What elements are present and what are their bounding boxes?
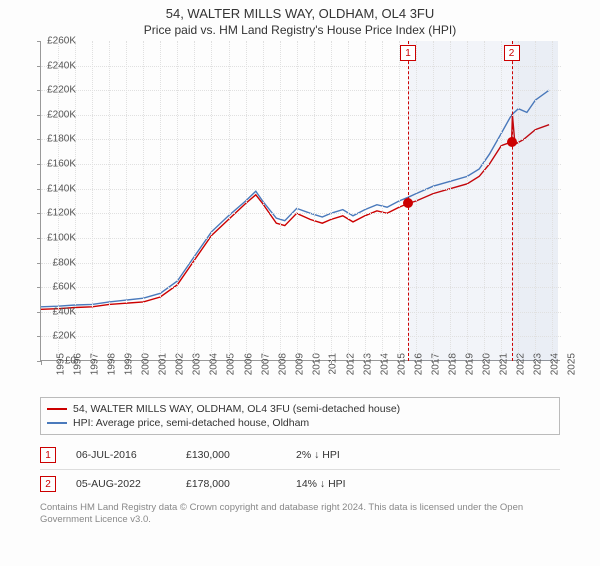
x-axis-label: 2019 bbox=[464, 353, 475, 375]
event-price: £178,000 bbox=[186, 478, 276, 490]
plot-area: 1995199619971998199920002001200220032004… bbox=[40, 41, 560, 361]
x-axis-label: 2012 bbox=[345, 353, 356, 375]
legend-item-property: 54, WALTER MILLS WAY, OLDHAM, OL4 3FU (s… bbox=[47, 402, 553, 416]
x-axis-label: 2020 bbox=[481, 353, 492, 375]
x-axis-label: 2008 bbox=[277, 353, 288, 375]
chart: 1995199619971998199920002001200220032004… bbox=[40, 41, 600, 391]
event-row-badge: 2 bbox=[40, 476, 56, 492]
x-axis-label: 2010 bbox=[311, 353, 322, 375]
legend-swatch bbox=[47, 422, 67, 424]
x-axis-label: 2006 bbox=[243, 353, 254, 375]
y-axis-label: £160K bbox=[36, 159, 76, 170]
event-badge-2: 2 bbox=[504, 45, 520, 61]
legend-label: HPI: Average price, semi-detached house,… bbox=[73, 417, 309, 429]
event-row-2: 2 05-AUG-2022 £178,000 14% ↓ HPI bbox=[40, 470, 560, 498]
y-axis-label: £260K bbox=[36, 36, 76, 47]
y-axis-label: £100K bbox=[36, 232, 76, 243]
event-badge-1: 1 bbox=[400, 45, 416, 61]
event-dot-1 bbox=[403, 198, 413, 208]
y-axis-label: £20K bbox=[36, 331, 76, 342]
event-price: £130,000 bbox=[186, 449, 276, 461]
x-axis-label: 2022 bbox=[516, 353, 527, 375]
x-axis-label: 2016 bbox=[413, 353, 424, 375]
x-axis-label: 2009 bbox=[294, 353, 305, 375]
y-axis-label: £0 bbox=[36, 356, 76, 367]
x-axis-label: 2021 bbox=[499, 353, 510, 375]
x-axis-label: 2024 bbox=[550, 353, 561, 375]
disclaimer: Contains HM Land Registry data © Crown c… bbox=[40, 502, 560, 526]
y-axis-label: £40K bbox=[36, 306, 76, 317]
x-axis-label: 2011 bbox=[327, 353, 338, 375]
x-axis-label: 1997 bbox=[89, 353, 100, 375]
legend-item-hpi: HPI: Average price, semi-detached house,… bbox=[47, 416, 553, 430]
y-axis-label: £120K bbox=[36, 208, 76, 219]
event-row-1: 1 06-JUL-2016 £130,000 2% ↓ HPI bbox=[40, 441, 560, 470]
event-date: 05-AUG-2022 bbox=[76, 478, 166, 490]
y-axis-label: £240K bbox=[36, 60, 76, 71]
x-axis-label: 2005 bbox=[226, 353, 237, 375]
legend: 54, WALTER MILLS WAY, OLDHAM, OL4 3FU (s… bbox=[40, 397, 560, 435]
x-axis-label: 2017 bbox=[430, 353, 441, 375]
x-axis-label: 2018 bbox=[447, 353, 458, 375]
legend-label: 54, WALTER MILLS WAY, OLDHAM, OL4 3FU (s… bbox=[73, 403, 400, 415]
x-axis-label: 2014 bbox=[379, 353, 390, 375]
x-axis-label: 2001 bbox=[158, 353, 169, 375]
x-axis-label: 2004 bbox=[209, 353, 220, 375]
x-axis-label: 2023 bbox=[533, 353, 544, 375]
page-title: 54, WALTER MILLS WAY, OLDHAM, OL4 3FU bbox=[0, 6, 600, 21]
page-subtitle: Price paid vs. HM Land Registry's House … bbox=[0, 23, 600, 37]
y-axis-label: £60K bbox=[36, 282, 76, 293]
x-axis-label: 2003 bbox=[192, 353, 203, 375]
y-axis-label: £180K bbox=[36, 134, 76, 145]
x-axis-label: 1999 bbox=[123, 353, 134, 375]
y-axis-label: £140K bbox=[36, 183, 76, 194]
legend-swatch bbox=[47, 408, 67, 410]
event-delta: 14% ↓ HPI bbox=[296, 478, 386, 490]
event-table: 1 06-JUL-2016 £130,000 2% ↓ HPI 2 05-AUG-2022… bbox=[40, 441, 560, 498]
event-dot-2 bbox=[507, 137, 517, 147]
x-axis-label: 1998 bbox=[106, 353, 117, 375]
y-axis-label: £200K bbox=[36, 109, 76, 120]
x-axis-label: 2015 bbox=[396, 353, 407, 375]
x-axis-label: 2013 bbox=[362, 353, 373, 375]
event-delta: 2% ↓ HPI bbox=[296, 449, 386, 461]
event-row-badge: 1 bbox=[40, 447, 56, 463]
event-date: 06-JUL-2016 bbox=[76, 449, 166, 461]
x-axis-label: 2002 bbox=[175, 353, 186, 375]
x-axis-label: 2007 bbox=[260, 353, 271, 375]
y-axis-label: £80K bbox=[36, 257, 76, 268]
y-axis-label: £220K bbox=[36, 85, 76, 96]
x-axis-label: 2000 bbox=[140, 353, 151, 375]
x-axis-label: 2025 bbox=[567, 353, 578, 375]
